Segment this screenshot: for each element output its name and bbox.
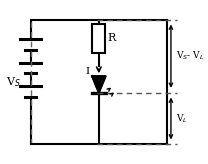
Text: V$_S$: V$_S$ bbox=[6, 75, 21, 89]
Bar bbox=[93, 24, 105, 53]
Text: I: I bbox=[86, 67, 90, 76]
Text: R: R bbox=[108, 33, 116, 43]
Text: V$_S$- V$_L$: V$_S$- V$_L$ bbox=[176, 50, 204, 62]
Polygon shape bbox=[92, 76, 106, 93]
Text: V$_L$: V$_L$ bbox=[176, 112, 188, 125]
